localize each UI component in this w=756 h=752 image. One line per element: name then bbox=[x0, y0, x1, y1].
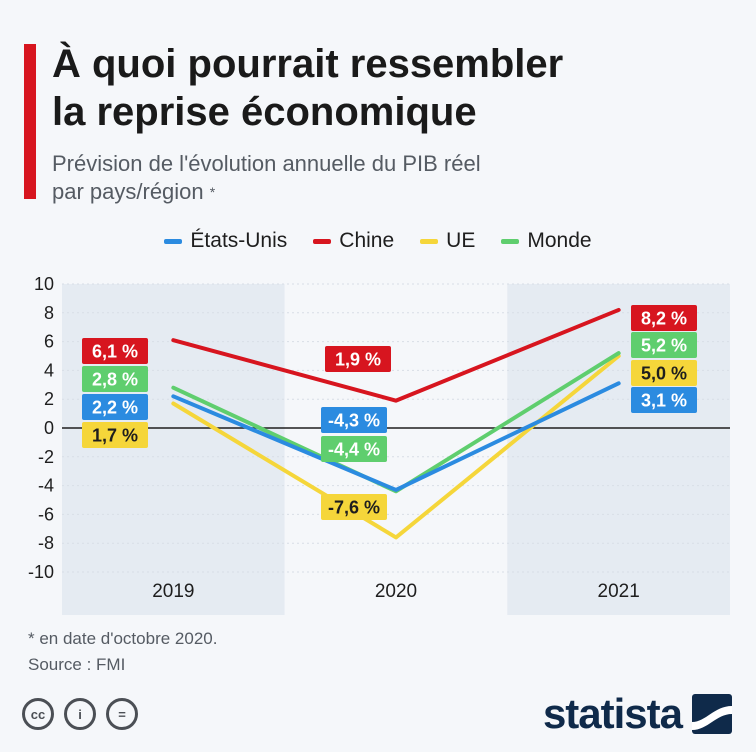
y-tick-label: 8 bbox=[44, 303, 54, 323]
source: Source : FMI bbox=[28, 655, 126, 674]
legend-label-monde: Monde bbox=[527, 229, 592, 252]
y-tick-label: -6 bbox=[38, 504, 54, 524]
subtitle-footnote-mark: * bbox=[209, 184, 216, 200]
data-label-text: 1,7 % bbox=[92, 426, 138, 446]
legend-item-etats-unis: États-Unis bbox=[164, 229, 287, 253]
series-line-UE bbox=[171, 354, 621, 540]
data-label-États-Unis-2020: -4,3 % bbox=[321, 407, 387, 433]
brand-mark-icon bbox=[692, 694, 732, 734]
data-label-box bbox=[82, 394, 148, 420]
x-tick-label: 2019 bbox=[152, 581, 194, 602]
series-line-États-Unis bbox=[171, 381, 621, 492]
title-line-1: À quoi pourrait ressembler bbox=[52, 42, 564, 86]
legend-label-etats-unis: États-Unis bbox=[190, 229, 288, 252]
y-tick-label: 0 bbox=[44, 418, 54, 438]
data-label-box bbox=[321, 494, 387, 520]
data-label-box bbox=[321, 436, 387, 462]
data-label-text: 2,8 % bbox=[92, 370, 138, 390]
y-tick-label: -8 bbox=[38, 533, 54, 553]
data-label-Chine-2021: 8,2 % bbox=[631, 305, 697, 331]
data-label-text: -4,3 % bbox=[328, 411, 380, 431]
legend: États-Unis Chine UE Monde bbox=[0, 229, 756, 253]
data-label-box bbox=[631, 305, 697, 331]
line-chart: 10 8 6 4 2 0 -2 -4 -6 -8 -10 2019 2020 2021 6,1 % 1,9 %… bbox=[28, 274, 730, 615]
subtitle-line-2-text: par pays/région bbox=[52, 179, 204, 204]
y-tick-label: -2 bbox=[38, 447, 54, 467]
data-label-text: 6,1 % bbox=[92, 342, 138, 362]
footer-notes: * en date d'octobre 2020. Source : FMI bbox=[28, 626, 217, 678]
y-tick-label: 10 bbox=[34, 274, 54, 294]
data-label-Monde-2020: -4,4 % bbox=[321, 436, 387, 462]
chart-title: À quoi pourrait ressembler la reprise éc… bbox=[52, 40, 732, 136]
data-label-text: 5,2 % bbox=[641, 336, 687, 356]
data-label-text: 1,9 % bbox=[335, 350, 381, 370]
legend-item-monde: Monde bbox=[501, 229, 592, 253]
data-label-text: 2,2 % bbox=[92, 398, 138, 418]
license-icons: cc i = bbox=[22, 698, 138, 730]
data-label-box bbox=[321, 407, 387, 433]
legend-label-ue: UE bbox=[446, 229, 476, 252]
legend-label-chine: Chine bbox=[339, 229, 395, 252]
cc-icon[interactable]: cc bbox=[22, 698, 54, 730]
data-label-box bbox=[631, 332, 697, 358]
nd-icon[interactable]: = bbox=[106, 698, 138, 730]
legend-swatch-etats-unis bbox=[164, 238, 183, 244]
title-line-2: la reprise économique bbox=[52, 90, 477, 134]
y-tick-label: 2 bbox=[44, 389, 54, 409]
data-label-Monde-2019: 2,8 % bbox=[82, 366, 148, 392]
data-label-Monde-2021: 5,2 % bbox=[631, 332, 697, 358]
legend-swatch-chine bbox=[313, 238, 332, 244]
data-label-Chine-2020: 1,9 % bbox=[325, 346, 391, 372]
data-label-Chine-2019: 6,1 % bbox=[82, 338, 148, 364]
y-tick-label: -10 bbox=[28, 562, 54, 582]
subtitle-line-1: Prévision de l'évolution annuelle du PIB… bbox=[52, 151, 481, 176]
x-tick-label: 2020 bbox=[375, 581, 417, 602]
data-label-États-Unis-2021: 3,1 % bbox=[631, 387, 697, 413]
data-label-UE-2020: -7,6 % bbox=[321, 494, 387, 520]
data-label-text: -7,6 % bbox=[328, 498, 380, 518]
accent-bar bbox=[24, 44, 36, 199]
legend-item-chine: Chine bbox=[313, 229, 394, 253]
brand-name: statista bbox=[542, 690, 683, 737]
series-line-Chine bbox=[171, 307, 621, 403]
data-label-États-Unis-2019: 2,2 % bbox=[82, 394, 148, 420]
data-label-text: 5,0 % bbox=[641, 364, 687, 384]
data-label-text: 8,2 % bbox=[641, 309, 687, 329]
y-tick-label: 4 bbox=[44, 360, 54, 380]
legend-item-ue: UE bbox=[420, 229, 475, 253]
footnote: * en date d'octobre 2020. bbox=[28, 629, 218, 648]
data-label-box bbox=[631, 387, 697, 413]
data-label-UE-2021: 5,0 % bbox=[631, 360, 697, 386]
subtitle-line-2: par pays/région * bbox=[52, 178, 702, 206]
data-label-box bbox=[82, 338, 148, 364]
data-label-UE-2019: 1,7 % bbox=[82, 422, 148, 448]
y-tick-label: 6 bbox=[44, 332, 54, 352]
by-icon[interactable]: i bbox=[64, 698, 96, 730]
column-band-2020 bbox=[284, 284, 508, 615]
data-label-box bbox=[631, 360, 697, 386]
data-label-text: 3,1 % bbox=[641, 391, 687, 411]
data-label-box bbox=[325, 346, 391, 372]
data-label-box bbox=[82, 366, 148, 392]
statista-logo[interactable]: statista bbox=[543, 690, 732, 738]
y-tick-label: -4 bbox=[38, 476, 54, 496]
legend-swatch-monde bbox=[501, 238, 520, 244]
x-tick-label: 2021 bbox=[598, 581, 640, 602]
chart-subtitle: Prévision de l'évolution annuelle du PIB… bbox=[52, 150, 702, 206]
data-label-text: -4,4 % bbox=[328, 440, 380, 460]
data-label-box bbox=[82, 422, 148, 448]
legend-swatch-ue bbox=[420, 238, 439, 244]
